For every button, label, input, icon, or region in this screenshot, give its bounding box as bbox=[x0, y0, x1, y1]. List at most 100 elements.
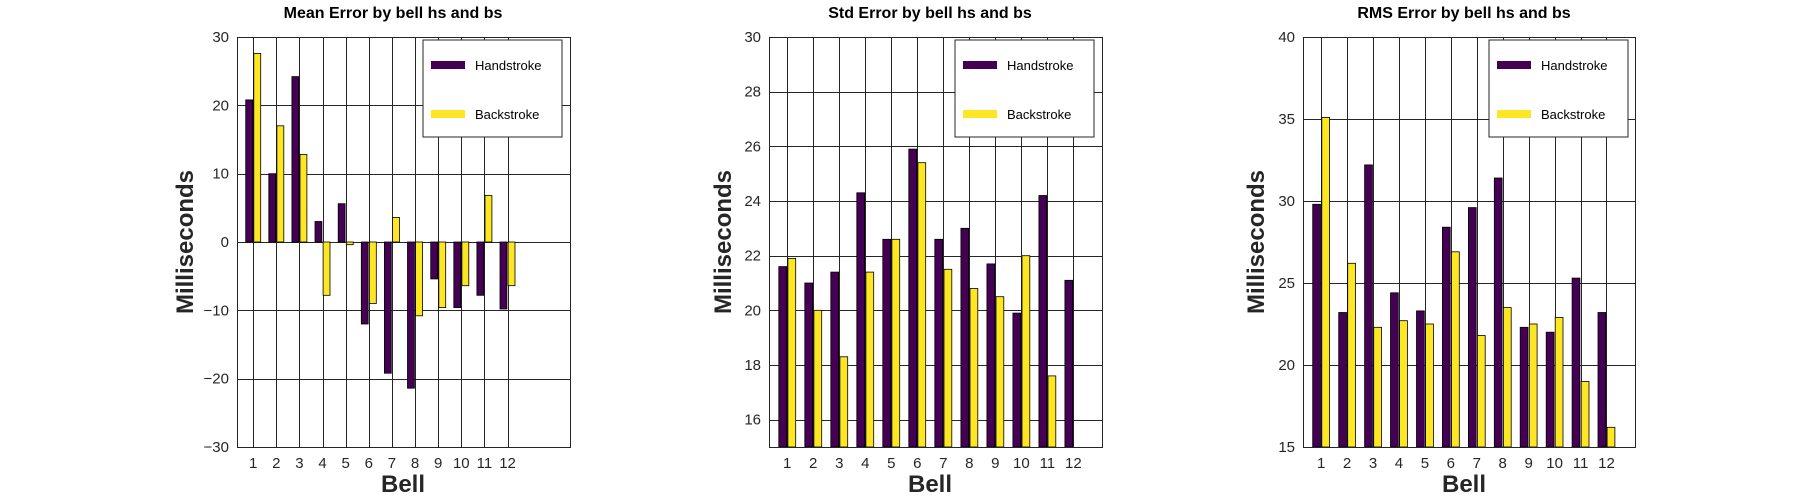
bar-backstroke bbox=[787, 257, 797, 448]
x-tick-label: 11 bbox=[477, 455, 493, 472]
bar-handstroke bbox=[430, 241, 439, 280]
y-axis-label: Milliseconds bbox=[172, 170, 199, 314]
bar-backstroke bbox=[943, 268, 953, 448]
x-tick-label: 12 bbox=[499, 455, 516, 472]
x-tick-label: 8 bbox=[965, 455, 973, 472]
x-tick-label: 2 bbox=[1343, 455, 1351, 472]
y-tick-label: 20 bbox=[212, 97, 229, 114]
bar-handstroke bbox=[245, 99, 253, 243]
x-tick-label: 9 bbox=[991, 455, 999, 472]
y-tick-label: 24 bbox=[744, 193, 761, 210]
bar-handstroke bbox=[1416, 310, 1425, 448]
bar-backstroke bbox=[1425, 323, 1434, 448]
bar-handstroke bbox=[360, 241, 369, 325]
bar-backstroke bbox=[484, 195, 493, 243]
bar-handstroke bbox=[934, 238, 943, 448]
bar-handstroke bbox=[830, 271, 839, 448]
bar-handstroke bbox=[1519, 326, 1529, 448]
x-tick-label: 6 bbox=[1447, 455, 1455, 472]
x-axis-label: Bell bbox=[1442, 471, 1486, 498]
bar-handstroke bbox=[960, 227, 970, 448]
x-tick-label: 5 bbox=[342, 455, 350, 472]
x-tick-label: 12 bbox=[1598, 455, 1615, 472]
bar-handstroke bbox=[908, 148, 917, 448]
y-tick-label: 30 bbox=[744, 29, 761, 46]
plot-frame bbox=[769, 37, 1103, 448]
panel-mean-error: Mean Error by bell hs and bs Bell Millis… bbox=[172, 5, 571, 498]
x-tick-label: 4 bbox=[861, 455, 869, 472]
bar-backstroke bbox=[461, 241, 470, 287]
legend-label-backstroke: Backstroke bbox=[1007, 107, 1071, 122]
x-tick-label: 11 bbox=[1040, 455, 1056, 472]
y-tick-label: 25 bbox=[1278, 275, 1295, 292]
bar-handstroke bbox=[1493, 177, 1503, 448]
y-tick-label: 20 bbox=[1278, 357, 1295, 374]
bar-backstroke bbox=[1347, 262, 1356, 448]
x-tick-label: 3 bbox=[295, 455, 303, 472]
x-tick-label: 7 bbox=[388, 455, 396, 472]
bar-backstroke bbox=[1321, 117, 1331, 448]
bar-handstroke bbox=[986, 263, 996, 448]
chart-title: Mean Error by bell hs and bs bbox=[284, 5, 503, 22]
x-tick-label: 10 bbox=[1013, 455, 1030, 472]
y-tick-label: −20 bbox=[204, 371, 229, 388]
y-tick-label: −10 bbox=[204, 302, 229, 319]
bar-backstroke bbox=[1606, 426, 1616, 448]
bar-handstroke bbox=[453, 241, 462, 308]
legend-box bbox=[422, 39, 563, 138]
bar-backstroke bbox=[891, 238, 901, 448]
bar-backstroke bbox=[813, 309, 823, 448]
bar-backstroke bbox=[969, 288, 979, 448]
legend: Handstroke Backstroke bbox=[422, 39, 563, 138]
bar-handstroke bbox=[1545, 331, 1555, 448]
bar-backstroke bbox=[1503, 307, 1512, 448]
x-tick-label: 1 bbox=[1317, 455, 1325, 472]
x-tick-label: 5 bbox=[887, 455, 895, 472]
x-tick-label: 8 bbox=[411, 455, 419, 472]
x-tick-label: 2 bbox=[809, 455, 817, 472]
y-tick-label: 22 bbox=[744, 248, 761, 265]
y-axis-label: Milliseconds bbox=[710, 170, 737, 314]
legend-label-handstroke: Handstroke bbox=[1541, 58, 1607, 73]
y-tick-label: 26 bbox=[744, 138, 761, 155]
bar-backstroke bbox=[1399, 320, 1408, 448]
bar-handstroke bbox=[337, 203, 346, 243]
x-tick-label: 8 bbox=[1499, 455, 1507, 472]
bar-backstroke bbox=[368, 241, 377, 304]
y-tick-label: 16 bbox=[744, 412, 761, 429]
bar-backstroke bbox=[345, 241, 354, 246]
bar-handstroke bbox=[1338, 312, 1347, 448]
legend-box bbox=[1488, 39, 1629, 138]
legend: Handstroke Backstroke bbox=[1488, 39, 1629, 138]
y-tick-label: 28 bbox=[744, 84, 761, 101]
legend-swatch-backstroke bbox=[963, 110, 997, 118]
bar-backstroke bbox=[392, 216, 400, 243]
y-tick-label: 10 bbox=[212, 166, 229, 183]
y-tick-label: 35 bbox=[1278, 111, 1295, 128]
bar-handstroke bbox=[1312, 203, 1321, 448]
panel-std-error: Std Error by bell hs and bs Bell Millise… bbox=[710, 5, 1103, 498]
bar-handstroke bbox=[1597, 312, 1607, 448]
bar-handstroke bbox=[1390, 292, 1399, 448]
chart-title: Std Error by bell hs and bs bbox=[828, 5, 1032, 22]
x-tick-label: 6 bbox=[365, 455, 373, 472]
bar-handstroke bbox=[1038, 195, 1048, 448]
plot-frame bbox=[237, 37, 571, 448]
x-tick-label: 10 bbox=[1546, 455, 1563, 472]
bar-handstroke bbox=[383, 241, 392, 374]
bar-handstroke bbox=[476, 241, 485, 296]
legend-label-backstroke: Backstroke bbox=[475, 107, 539, 122]
y-tick-label: 40 bbox=[1278, 29, 1295, 46]
x-tick-label: 2 bbox=[272, 455, 280, 472]
bar-backstroke bbox=[1373, 326, 1382, 448]
bar-backstroke bbox=[1580, 380, 1590, 448]
legend-swatch-backstroke bbox=[1497, 110, 1531, 118]
x-tick-label: 3 bbox=[835, 455, 843, 472]
x-tick-label: 3 bbox=[1369, 455, 1377, 472]
x-tick-label: 1 bbox=[783, 455, 791, 472]
y-tick-label: 0 bbox=[221, 234, 229, 251]
legend-swatch-handstroke bbox=[1497, 61, 1531, 69]
legend-label-handstroke: Handstroke bbox=[1007, 58, 1073, 73]
bar-handstroke bbox=[804, 282, 813, 448]
x-axis-label: Bell bbox=[381, 471, 425, 498]
